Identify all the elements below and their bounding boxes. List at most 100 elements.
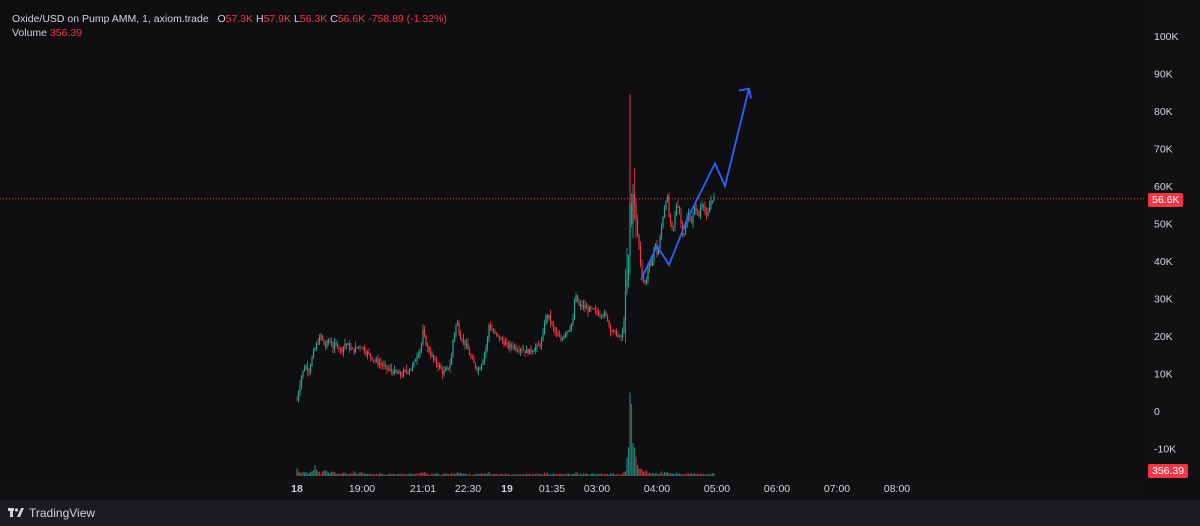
volume-bar [305,471,307,476]
volume-bar [680,474,682,476]
volume-bar [300,473,303,476]
volume-bar [455,473,457,476]
candle-body [684,227,687,235]
x-tick-label: 21:01 [410,483,436,495]
x-tick-label: 22:30 [455,483,481,495]
plot-area[interactable] [0,0,1146,478]
volume-bar [693,473,696,476]
candle-body [569,328,571,331]
y-tick-label: 100K [1154,31,1179,43]
volume-bar [651,473,654,476]
candle-body [308,370,310,372]
candle-body [497,334,499,336]
volume-bar [372,473,375,476]
volume-bar [332,471,334,476]
volume-bar [620,474,622,476]
candle-body [605,312,607,315]
tradingview-brand[interactable]: TradingView [8,506,95,520]
candle-body [549,314,552,323]
candle-body [701,204,703,208]
volume-bar [303,472,306,476]
volume-bar [341,473,343,476]
candle-body [645,279,648,283]
volume-bar [687,473,690,476]
volume-bar [521,474,523,476]
projection-arrowhead [738,87,752,99]
candle-body [483,353,486,361]
legend-volume-row: Volume 356.39 [12,26,447,40]
volume-bar [623,472,625,476]
volume-bar [668,473,670,476]
volume-bar [621,473,624,476]
volume-bar [669,473,672,476]
volume-bar [402,473,405,476]
volume-bar [407,474,409,476]
volume-bar [347,474,349,476]
candle-body [659,237,661,248]
volume-bar [581,474,583,476]
candle-body [447,367,450,369]
candle-body [377,359,379,365]
candle-body [599,315,601,317]
volume-bar [558,473,561,476]
x-tick-label: 19 [501,483,513,495]
volume-bar [701,473,703,476]
volume-bar [584,473,586,476]
symbol-title[interactable]: Oxide/USD on Pump AMM, 1, axiom.trade [12,13,209,25]
candle-body [641,263,643,277]
candle-body [336,343,339,347]
volume-bar [582,473,585,476]
volume-bar [530,474,532,476]
volume-bar [681,474,684,476]
candle-body [405,369,408,372]
volume-bar [528,473,531,476]
volume-bar [327,472,330,476]
legend-ohlc-row: Oxide/USD on Pump AMM, 1, axiom.trade O5… [12,12,447,26]
volume-bar [414,474,417,476]
candle-body [434,358,436,360]
volume-bar [659,473,661,476]
candle-body [692,214,694,223]
candle-body [509,344,511,349]
volume-bar [501,473,504,476]
candle-body [594,309,597,311]
candle-body [326,341,328,347]
time-axis[interactable] [0,478,1146,500]
candle-body [489,324,492,329]
volume-bar [522,474,525,476]
candle-body [536,344,538,348]
volume-bar [602,474,604,476]
volume-bar [350,472,352,476]
volume-bar [627,447,630,476]
candle-body [438,365,441,368]
candle-body [615,330,618,337]
volume-bar [353,471,355,476]
candle-body [345,343,348,346]
candle-body [422,330,424,344]
volume-bar [323,470,325,476]
candle-body [575,295,577,302]
candle-body [675,205,678,216]
candle-body [633,194,636,204]
volume-bar [411,474,414,476]
volume-bar [428,474,430,476]
candle-body [551,322,553,325]
volume-bar [387,473,390,476]
volume-bar [320,474,322,476]
candle-body [513,346,516,348]
volume-bar [630,403,633,476]
candle-body [365,352,367,355]
candle-body [572,319,574,324]
volume-bar [477,473,480,476]
candle-body [516,350,519,352]
volume-bar [495,474,498,476]
volume-bar [567,473,570,476]
candle-body [359,346,361,348]
footer-bar [0,500,1200,526]
volume-bar [656,473,658,476]
volume-bar [636,465,639,476]
volume-bar [396,473,399,476]
price-axis[interactable] [1146,0,1200,478]
volume-bar [617,473,619,476]
volume-bar [473,474,475,476]
